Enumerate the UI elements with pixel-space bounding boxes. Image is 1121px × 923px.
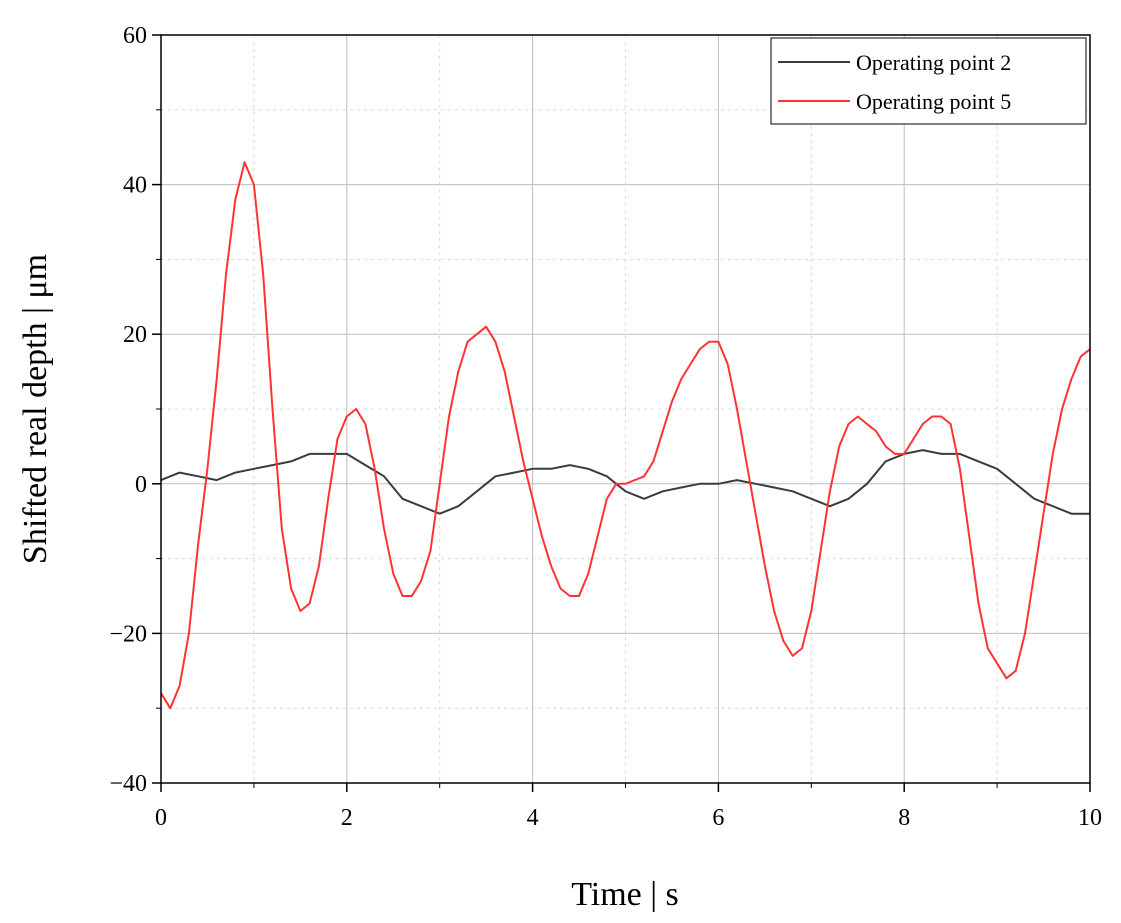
y-tick-label: 20 xyxy=(123,322,147,348)
x-tick-label: 8 xyxy=(898,805,910,831)
legend: Operating point 2 Operating point 5 xyxy=(770,37,1087,125)
axis-ticks xyxy=(152,34,1091,792)
axis-tick-labels: 0 2 4 6 8 10 −40 −20 0 20 40 60 xyxy=(109,23,1102,831)
legend-label-operating-point-2: Operating point 2 xyxy=(856,50,1011,75)
y-tick-label: 40 xyxy=(123,173,147,199)
y-tick-label: 0 xyxy=(135,472,147,498)
legend-label-operating-point-5: Operating point 5 xyxy=(856,89,1011,114)
x-axis-title: Time | s xyxy=(571,876,679,913)
grid xyxy=(161,35,1090,783)
x-tick-label: 10 xyxy=(1078,805,1102,831)
y-tick-label: −40 xyxy=(109,771,147,797)
x-tick-label: 4 xyxy=(527,805,539,831)
series-layer xyxy=(160,161,1091,710)
x-tick-label: 2 xyxy=(341,805,353,831)
y-axis-title: Shifted real depth | μm xyxy=(17,254,54,564)
series-line-operating-point-2 xyxy=(160,449,1090,515)
y-tick-label: −20 xyxy=(109,621,147,647)
series-line-operating-point-5 xyxy=(160,161,1091,710)
x-tick-label: 0 xyxy=(155,805,167,831)
legend-box xyxy=(770,37,1087,125)
y-tick-label: 60 xyxy=(123,23,147,49)
x-tick-label: 6 xyxy=(712,805,724,831)
